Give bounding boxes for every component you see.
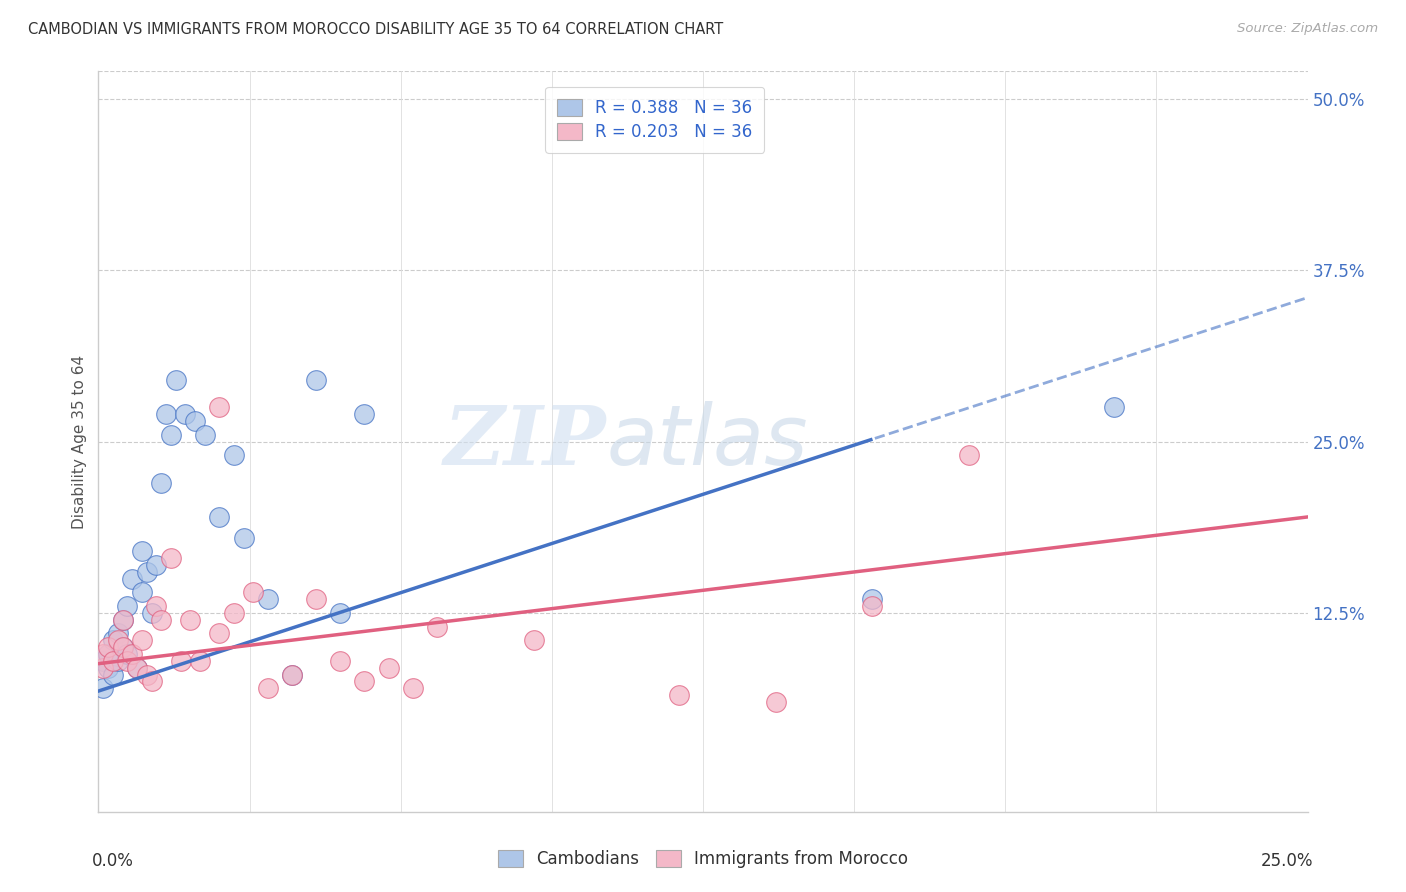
Text: CAMBODIAN VS IMMIGRANTS FROM MOROCCO DISABILITY AGE 35 TO 64 CORRELATION CHART: CAMBODIAN VS IMMIGRANTS FROM MOROCCO DIS… [28,22,723,37]
Y-axis label: Disability Age 35 to 64: Disability Age 35 to 64 [72,354,87,529]
Point [353,407,375,421]
Point [97,640,120,655]
Point [174,407,197,421]
Point [127,661,149,675]
Point [242,585,264,599]
Text: ZIP: ZIP [444,401,606,482]
Point [402,681,425,696]
Point [91,681,114,696]
Point [232,531,254,545]
Point [121,647,143,661]
Legend: Cambodians, Immigrants from Morocco: Cambodians, Immigrants from Morocco [491,843,915,875]
Point [957,448,980,462]
Point [194,427,217,442]
Point [150,613,173,627]
Point [179,613,201,627]
Legend: R = 0.388   N = 36, R = 0.203   N = 36: R = 0.388 N = 36, R = 0.203 N = 36 [546,87,763,153]
Point [145,599,167,613]
Point [256,592,278,607]
Point [91,661,114,675]
Point [135,667,157,681]
Point [188,654,211,668]
Point [668,688,690,702]
Point [107,633,129,648]
Text: 0.0%: 0.0% [93,853,134,871]
Point [117,647,139,661]
Point [169,654,191,668]
Point [208,401,231,415]
Point [150,475,173,490]
Point [256,681,278,696]
Point [131,585,153,599]
Text: Source: ZipAtlas.com: Source: ZipAtlas.com [1237,22,1378,36]
Point [160,551,183,566]
Point [426,619,449,633]
Point [860,592,883,607]
Point [145,558,167,572]
Point [165,373,187,387]
Point [305,592,328,607]
Point [131,544,153,558]
Point [127,661,149,675]
Point [1102,401,1125,415]
Point [377,661,399,675]
Point [222,606,245,620]
Point [860,599,883,613]
Point [329,654,352,668]
Point [111,613,134,627]
Point [160,427,183,442]
Point [111,640,134,655]
Point [523,633,546,648]
Point [765,695,787,709]
Point [281,667,304,681]
Point [91,654,114,668]
Point [305,373,328,387]
Point [101,667,124,681]
Point [97,661,120,675]
Point [131,633,153,648]
Point [101,654,124,668]
Text: 25.0%: 25.0% [1261,853,1313,871]
Point [135,565,157,579]
Point [184,414,207,428]
Point [208,626,231,640]
Point [121,572,143,586]
Point [91,647,114,661]
Point [117,599,139,613]
Point [222,448,245,462]
Point [111,613,134,627]
Point [155,407,177,421]
Point [208,510,231,524]
Point [111,640,134,655]
Point [141,674,163,689]
Text: atlas: atlas [606,401,808,482]
Point [329,606,352,620]
Point [117,654,139,668]
Point [353,674,375,689]
Point [281,667,304,681]
Point [101,633,124,648]
Point [97,647,120,661]
Point [107,654,129,668]
Point [107,626,129,640]
Point [141,606,163,620]
